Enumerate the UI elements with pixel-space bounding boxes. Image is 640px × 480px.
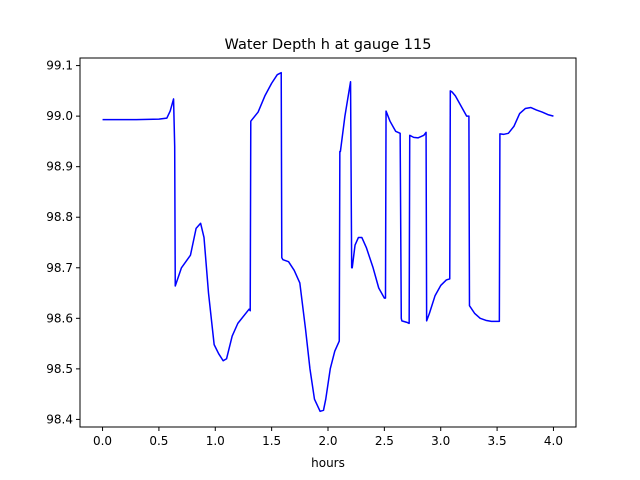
plot-area: [79, 57, 577, 428]
y-tick-label: 98.8: [46, 210, 73, 224]
x-tick-label: 1.5: [262, 434, 281, 448]
x-tick-label: 2.5: [375, 434, 394, 448]
x-tick-label: 3.5: [488, 434, 507, 448]
chart-title: Water Depth h at gauge 115: [225, 37, 432, 53]
y-tick-label: 99.1: [46, 59, 73, 73]
x-tick-label: 2.0: [318, 434, 337, 448]
x-tick-label: 4.0: [544, 434, 563, 448]
y-tick-label: 98.7: [46, 261, 73, 275]
series-line: [102, 71, 554, 413]
y-tick-label: 99.0: [46, 109, 73, 123]
x-axis: 0.0 0.5 1.0 1.5 2.0 2.5 3.0 3.5 4.0: [93, 427, 563, 448]
x-tick-label: 0.5: [149, 434, 168, 448]
y-tick-label: 98.9: [46, 160, 73, 174]
plot-background: [80, 58, 576, 427]
y-tick-label: 98.5: [46, 362, 73, 376]
x-axis-label: hours: [311, 456, 345, 470]
y-tick-label: 98.6: [46, 311, 73, 325]
x-tick-label: 1.0: [206, 434, 225, 448]
x-tick-label: 3.0: [431, 434, 450, 448]
x-tick-label: 0.0: [93, 434, 112, 448]
y-axis: 98.4 98.5 98.6 98.7 98.8 98.9 99.0 99.1: [46, 59, 80, 426]
y-tick-label: 98.4: [46, 412, 73, 426]
